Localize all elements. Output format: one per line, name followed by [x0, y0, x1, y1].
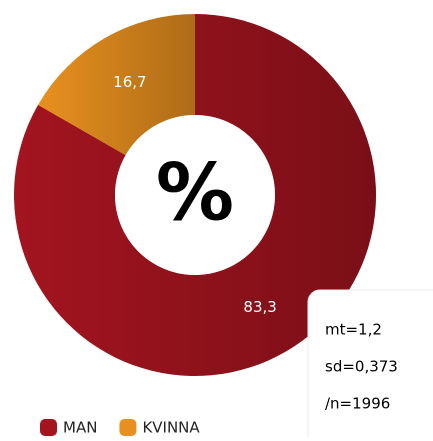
slice-shade	[38, 13, 195, 156]
value-label: 83,3	[243, 298, 276, 316]
donut-hole	[115, 115, 275, 275]
slices: 83,3 16,7	[13, 13, 376, 376]
value-label: 16,7	[113, 73, 146, 91]
legend-label: KVINNA	[142, 419, 200, 437]
stat-text: mt=1,2	[325, 321, 382, 339]
stat-text: /n=1996	[325, 395, 390, 413]
legend-swatch	[40, 419, 57, 436]
stat-text: sd=0,373	[325, 358, 398, 376]
legend-swatch	[119, 419, 137, 436]
center-label: %	[156, 148, 234, 238]
slice-shade	[13, 14, 376, 376]
stats-box	[307, 289, 433, 441]
legend-label: MAN	[63, 419, 97, 437]
stats: mt=1,2 sd=0,373/n=1996	[325, 321, 398, 413]
legend: MAN KVINNA	[40, 419, 200, 437]
